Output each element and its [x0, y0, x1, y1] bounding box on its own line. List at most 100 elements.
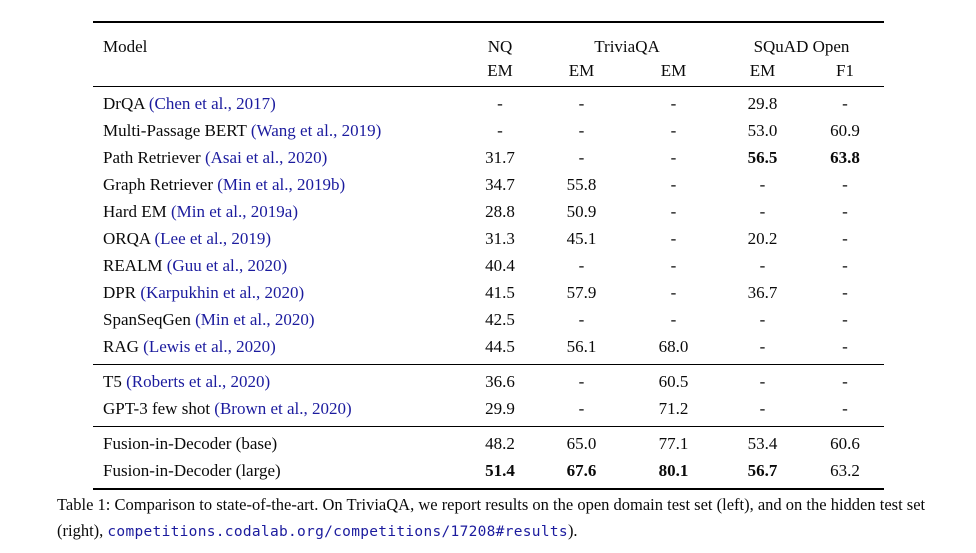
table-row: RAG (Lewis et al., 2020) 44.5 56.1 68.0 - - — [93, 333, 884, 365]
model-name: GPT-3 few shot — [103, 399, 211, 418]
model-cell: RAG (Lewis et al., 2020) — [93, 333, 465, 365]
value-cell: 60.6 — [830, 434, 860, 453]
value-cell: 60.5 — [658, 372, 689, 391]
results-table: Model NQ TriviaQA SQuAD Open EM EM EM EM… — [93, 21, 885, 490]
value-cell: 71.2 — [658, 399, 689, 418]
model-name: RAG — [103, 337, 139, 356]
citation-link[interactable]: (Wang et al., 2019) — [250, 121, 382, 140]
value-cell: - — [670, 202, 677, 221]
citation-link[interactable]: (Roberts et al., 2020) — [126, 372, 271, 391]
value-cell: - — [842, 94, 848, 113]
value-cell: 42.5 — [485, 310, 515, 329]
model-cell: GPT-3 few shot (Brown et al., 2020) — [93, 395, 465, 427]
value-cell: 56.5 — [747, 148, 778, 167]
value-cell: 48.2 — [485, 434, 515, 453]
value-cell: 80.1 — [658, 461, 689, 480]
model-cell: DrQA (Chen et al., 2017) — [93, 87, 465, 118]
value-cell: - — [670, 310, 677, 329]
table-body-fid: Fusion-in-Decoder (base) 48.2 65.0 77.1 53.4… — [93, 427, 884, 490]
value-cell: 53.0 — [747, 121, 778, 140]
table-row: REALM (Guu et al., 2020) 40.4 - - - - — [93, 252, 884, 279]
value-cell: - — [578, 94, 585, 113]
model-cell: DPR (Karpukhin et al., 2020) — [93, 279, 465, 306]
table-row: Graph Retriever (Min et al., 2019b) 34.7 5… — [93, 171, 884, 198]
citation-link[interactable]: (Asai et al., 2020) — [204, 148, 328, 167]
value-cell: 44.5 — [485, 337, 515, 356]
value-cell: 51.4 — [485, 461, 515, 480]
col-subheader-squad-f1: F1 — [836, 60, 854, 80]
table-row: GPT-3 few shot (Brown et al., 2020) 29.9 -… — [93, 395, 884, 427]
value-cell: 77.1 — [658, 434, 689, 453]
value-cell: - — [842, 256, 848, 275]
citation-link[interactable]: (Min et al., 2019a) — [170, 202, 298, 221]
value-cell: 65.0 — [566, 434, 597, 453]
model-cell: Hard EM (Min et al., 2019a) — [93, 198, 465, 225]
citation-link[interactable]: (Lewis et al., 2020) — [143, 337, 276, 356]
value-cell: 60.9 — [830, 121, 860, 140]
value-cell: - — [578, 148, 585, 167]
value-cell: - — [578, 310, 585, 329]
value-cell: - — [842, 337, 848, 356]
table-row: ORQA (Lee et al., 2019) 31.3 45.1 - 20.2 - — [93, 225, 884, 252]
table-row: Fusion-in-Decoder (large) 51.4 67.6 80.1 56.… — [93, 457, 884, 489]
value-cell: 63.8 — [830, 148, 860, 167]
citation-link[interactable]: (Lee et al., 2019) — [154, 229, 272, 248]
header-row-top: Model NQ TriviaQA SQuAD Open — [93, 22, 884, 57]
model-cell: SpanSeqGen (Min et al., 2020) — [93, 306, 465, 333]
value-cell: 50.9 — [566, 202, 597, 221]
model-name: DrQA — [103, 94, 145, 113]
value-cell: 29.8 — [747, 94, 778, 113]
value-cell: - — [670, 175, 677, 194]
value-cell: 36.6 — [485, 372, 515, 391]
value-cell: 55.8 — [566, 175, 597, 194]
value-cell: 31.7 — [485, 148, 515, 167]
col-subheader-tqa-em1: EM — [568, 60, 595, 80]
citation-link[interactable]: (Karpukhin et al., 2020) — [140, 283, 305, 302]
value-cell: 36.7 — [747, 283, 778, 302]
value-cell: - — [842, 399, 848, 418]
col-subheader-nq-em: EM — [487, 60, 513, 80]
value-cell: - — [759, 202, 766, 221]
value-cell: - — [670, 148, 677, 167]
citation-link[interactable]: (Min et al., 2020) — [195, 310, 315, 329]
citation-link[interactable]: (Chen et al., 2017) — [148, 94, 276, 113]
table-body-retrievers: DrQA (Chen et al., 2017) - - - 29.8 - Multi-Pa… — [93, 87, 885, 365]
col-subheader-empty — [93, 57, 465, 87]
value-cell: - — [759, 399, 766, 418]
value-cell: 34.7 — [485, 175, 515, 194]
value-cell: 20.2 — [747, 229, 778, 248]
value-cell: - — [578, 372, 585, 391]
value-cell: - — [578, 256, 585, 275]
model-name: ORQA — [103, 229, 151, 248]
table-row: Multi-Passage BERT (Wang et al., 2019) - -… — [93, 117, 884, 144]
header-row-sub: EM EM EM EM F1 — [93, 57, 884, 87]
citation-link[interactable]: (Brown et al., 2020) — [214, 399, 352, 418]
model-name: SpanSeqGen — [103, 310, 191, 329]
model-cell: Multi-Passage BERT (Wang et al., 2019) — [93, 117, 465, 144]
value-cell: - — [578, 399, 585, 418]
table-body-closedbook: T5 (Roberts et al., 2020) 36.6-60.5- - GPT-… — [93, 365, 885, 427]
model-name: T5 — [103, 372, 122, 391]
caption-text-before: Table 1: Comparison to state-of-the-art.… — [57, 495, 926, 540]
value-cell: - — [670, 94, 677, 113]
value-cell: - — [759, 310, 766, 329]
value-cell: - — [759, 372, 766, 391]
citation-link[interactable]: (Min et al., 2019b) — [217, 175, 346, 194]
value-cell: 41.5 — [485, 283, 515, 302]
model-name: Path Retriever — [103, 148, 201, 167]
value-cell: - — [759, 256, 766, 275]
citation-link[interactable]: (Guu et al., 2020) — [166, 256, 288, 275]
value-cell: - — [842, 202, 848, 221]
col-subheader-tqa-em2: EM — [660, 60, 687, 80]
table-row: DrQA (Chen et al., 2017) - - - 29.8 - — [93, 87, 884, 118]
caption-url-link[interactable]: competitions.codalab.org/competitions/17… — [107, 523, 568, 540]
value-cell: - — [842, 372, 848, 391]
model-cell: Fusion-in-Decoder (base) — [93, 427, 465, 458]
table-caption: Table 1: Comparison to state-of-the-art.… — [57, 492, 931, 545]
value-cell: - — [842, 283, 848, 302]
model-name: Fusion-in-Decoder (base) — [103, 434, 278, 453]
value-cell: - — [670, 256, 677, 275]
value-cell: - — [842, 229, 848, 248]
model-name: Hard EM — [103, 202, 167, 221]
